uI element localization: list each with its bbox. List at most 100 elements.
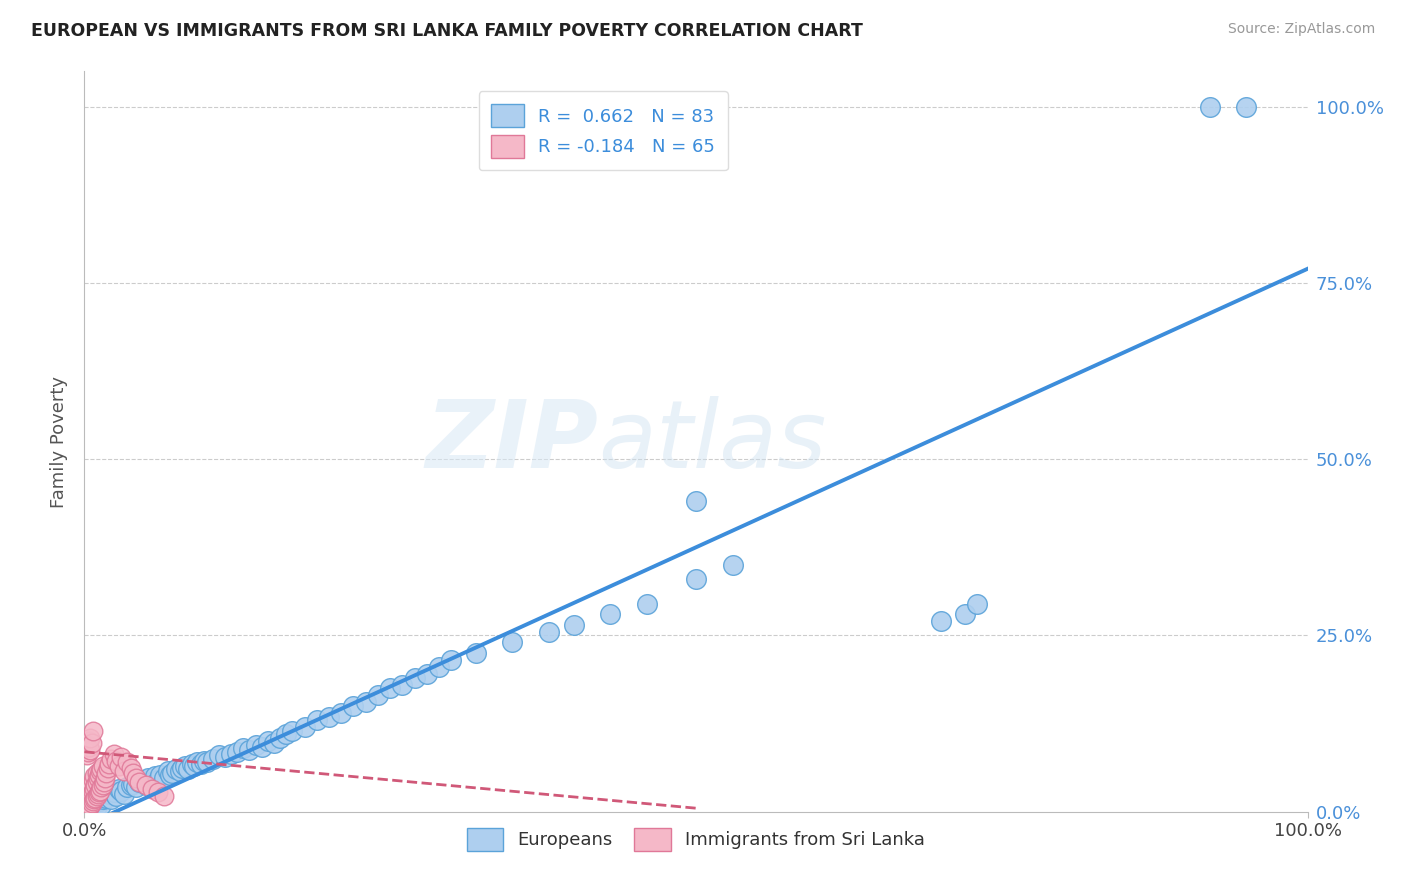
- Point: [76, 797, 98, 811]
- Point: [165, 763, 187, 777]
- Point: [1236, 100, 1258, 114]
- Point: [159, 768, 181, 782]
- Point: [146, 785, 169, 799]
- Point: [89, 783, 111, 797]
- Point: [538, 624, 561, 639]
- Point: [76, 748, 98, 763]
- Text: ZIP: ZIP: [425, 395, 598, 488]
- Point: [305, 713, 328, 727]
- Point: [76, 805, 98, 819]
- Point: [77, 792, 100, 806]
- Point: [77, 801, 100, 815]
- Point: [87, 787, 110, 801]
- Point: [404, 671, 426, 685]
- Point: [83, 797, 105, 811]
- Point: [226, 745, 249, 759]
- Point: [685, 494, 707, 508]
- Point: [79, 731, 101, 745]
- Point: [115, 756, 138, 770]
- Point: [79, 780, 101, 794]
- Point: [87, 768, 110, 782]
- Point: [269, 731, 291, 745]
- Point: [125, 780, 148, 794]
- Point: [93, 789, 115, 804]
- Point: [122, 766, 145, 780]
- Point: [214, 749, 236, 764]
- Point: [84, 778, 107, 792]
- Point: [146, 772, 169, 787]
- Point: [562, 618, 585, 632]
- Point: [141, 782, 163, 797]
- Point: [86, 799, 108, 814]
- Point: [105, 754, 128, 768]
- Point: [90, 780, 112, 794]
- Point: [87, 794, 110, 808]
- Point: [90, 763, 112, 777]
- Point: [80, 736, 103, 750]
- Point: [112, 764, 135, 778]
- Point: [86, 766, 108, 780]
- Point: [96, 766, 118, 780]
- Point: [115, 780, 138, 794]
- Point: [82, 772, 104, 787]
- Point: [685, 572, 707, 586]
- Point: [208, 748, 231, 763]
- Point: [183, 759, 205, 773]
- Point: [201, 752, 224, 766]
- Point: [125, 771, 148, 785]
- Point: [105, 789, 128, 804]
- Point: [83, 769, 105, 783]
- Point: [141, 775, 163, 789]
- Point: [93, 775, 115, 789]
- Point: [82, 723, 104, 738]
- Point: [76, 741, 98, 756]
- Point: [136, 771, 159, 785]
- Point: [77, 745, 100, 759]
- Point: [380, 681, 402, 696]
- Point: [89, 764, 111, 778]
- Point: [97, 787, 120, 801]
- Point: [86, 789, 108, 804]
- Point: [281, 723, 304, 738]
- Point: [112, 787, 135, 801]
- Text: Source: ZipAtlas.com: Source: ZipAtlas.com: [1227, 22, 1375, 37]
- Point: [186, 756, 208, 770]
- Point: [80, 776, 103, 790]
- Point: [464, 646, 486, 660]
- Point: [181, 756, 204, 771]
- Point: [77, 794, 100, 808]
- Point: [294, 720, 316, 734]
- Point: [79, 790, 101, 805]
- Point: [318, 709, 340, 723]
- Point: [966, 597, 988, 611]
- Point: [440, 653, 463, 667]
- Point: [169, 764, 191, 778]
- Point: [77, 739, 100, 754]
- Point: [77, 787, 100, 801]
- Point: [122, 776, 145, 790]
- Point: [1198, 100, 1220, 114]
- Point: [107, 782, 129, 797]
- Point: [90, 797, 112, 812]
- Point: [96, 790, 118, 805]
- Point: [153, 771, 176, 785]
- Point: [103, 785, 125, 799]
- Point: [276, 727, 298, 741]
- Point: [77, 738, 100, 752]
- Point: [636, 597, 658, 611]
- Point: [79, 797, 101, 812]
- Point: [87, 785, 110, 799]
- Point: [153, 789, 176, 804]
- Point: [91, 792, 114, 806]
- Point: [135, 778, 157, 792]
- Point: [177, 763, 200, 777]
- Point: [416, 667, 439, 681]
- Point: [94, 771, 117, 785]
- Point: [86, 775, 108, 789]
- Legend: Europeans, Immigrants from Sri Lanka: Europeans, Immigrants from Sri Lanka: [460, 821, 932, 858]
- Point: [219, 747, 242, 761]
- Point: [238, 742, 260, 756]
- Point: [173, 759, 195, 773]
- Point: [84, 790, 107, 805]
- Point: [87, 771, 110, 785]
